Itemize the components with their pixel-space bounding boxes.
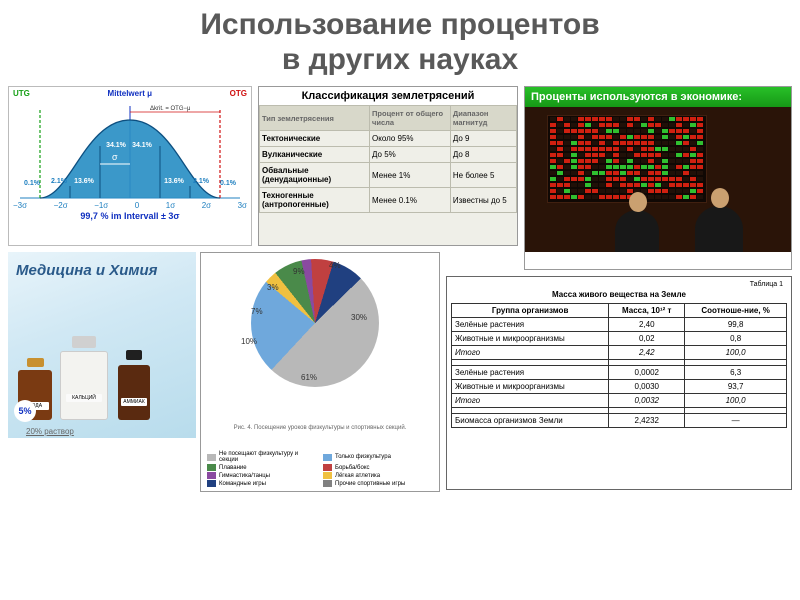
legend-text: Гимнастика/танцы bbox=[219, 473, 270, 479]
legend-swatch bbox=[207, 472, 216, 479]
nd-mittelwert: Mittelwert μ bbox=[108, 89, 152, 98]
title-line-1: Использование процентов bbox=[200, 8, 599, 41]
nd-header: UTG Mittelwert μ OTG bbox=[9, 87, 251, 100]
med-footer: 20% раствор bbox=[26, 427, 74, 436]
nd-pct-edge-r: 0.1% bbox=[219, 180, 237, 187]
pie-legend: Не посещают физкультуру и секции Только ф… bbox=[207, 451, 433, 487]
pie-chart bbox=[251, 259, 379, 387]
legend-swatch bbox=[207, 480, 216, 487]
med-title: Медицина и Химия bbox=[12, 256, 192, 279]
person-silhouette bbox=[695, 206, 743, 252]
legend-text: Прочие спортивные игры bbox=[335, 481, 405, 487]
nd-plot: σ Δkrit. = OTG−μ 34.1% 34.1% 13.6% 13.6%… bbox=[9, 100, 251, 210]
nd-pct-edge-l: 0.1% bbox=[23, 180, 41, 187]
eq-col-2: Диапазон магнитуд bbox=[450, 106, 516, 131]
legend-text: Командные игры bbox=[219, 481, 266, 487]
nd-pct-mid-r: 13.6% bbox=[163, 178, 185, 185]
mass-table-label: Таблица 1 bbox=[451, 281, 787, 288]
mass-table: Группа организмов Масса, 10¹² т Соотноше… bbox=[451, 303, 787, 428]
nd-utg: UTG bbox=[13, 89, 30, 98]
panel-economy: Проценты используются в экономике: bbox=[524, 86, 792, 270]
pie-label: 4% bbox=[329, 261, 341, 270]
svg-text:σ: σ bbox=[112, 152, 118, 162]
table-row: Итого0,0032100,0 bbox=[452, 394, 787, 408]
pie-label: 30% bbox=[351, 313, 367, 322]
table-row: ВулканическиеДо 5%До 8 bbox=[260, 147, 517, 163]
pie-label: 61% bbox=[301, 373, 317, 382]
panel-earthquake: Классификация землетрясений Тип землетря… bbox=[258, 86, 518, 246]
eq-title: Классификация землетрясений bbox=[259, 87, 517, 105]
panel-mass: Таблица 1 Масса живого вещества на Земле… bbox=[446, 276, 792, 490]
table-row: Животные и микроорганизмы0,020,8 bbox=[452, 332, 787, 346]
nd-pct-out-r: 2.1% bbox=[191, 178, 211, 185]
pie-label: 3% bbox=[267, 283, 279, 292]
nd-pct-out-l: 2.1% bbox=[49, 178, 69, 185]
table-row: Биомасса организмов Земли2,4232— bbox=[452, 414, 787, 428]
content-grid: UTG Mittelwert μ OTG σ bbox=[0, 86, 800, 600]
legend-text: Борьба/бокс bbox=[335, 465, 370, 471]
slide-title: Использование процентов в других науках bbox=[0, 0, 800, 81]
stock-board bbox=[547, 115, 707, 203]
legend-swatch bbox=[207, 454, 216, 461]
legend-text: Только физкультура bbox=[335, 454, 391, 460]
legend-item: Лёгкая атлетика bbox=[323, 472, 433, 479]
legend-swatch bbox=[323, 480, 332, 487]
legend-item: Борьба/бокс bbox=[323, 464, 433, 471]
nd-footer: 99,7 % im Intervall ± 3σ bbox=[9, 210, 251, 222]
title-line-2: в других науках bbox=[282, 43, 518, 76]
table-row: Животные и микроорганизмы0,003093,7 bbox=[452, 380, 787, 394]
pie-caption: Рис. 4. Посещение уроков физкультуры и с… bbox=[201, 425, 439, 431]
badge-5pct: 5% bbox=[14, 400, 36, 422]
nd-svg: σ Δkrit. = OTG−μ bbox=[9, 100, 251, 210]
legend-item: Прочие спортивные игры bbox=[323, 480, 433, 487]
panel-pie: 30% 61% 10% 7% 3% 9% 4% Рис. 4. Посещени… bbox=[200, 252, 440, 492]
panel-normal-distribution: UTG Mittelwert μ OTG σ bbox=[8, 86, 252, 246]
legend-swatch bbox=[323, 454, 332, 461]
mass-title: Масса живого вещества на Земле bbox=[451, 288, 787, 303]
panel-medicine: Медицина и Химия ЙОДА 5% КАЛЬЦИЙ АММИАК … bbox=[8, 252, 196, 438]
legend-swatch bbox=[207, 464, 216, 471]
nd-delta: Δkrit. = OTG−μ bbox=[150, 106, 191, 112]
eq-col-1: Процент от общего числа bbox=[370, 106, 451, 131]
table-row: Итого2,42100,0 bbox=[452, 346, 787, 360]
pie-label: 10% bbox=[241, 337, 257, 346]
table-row: Зелёные растения0,00026,3 bbox=[452, 366, 787, 380]
legend-swatch bbox=[323, 472, 332, 479]
eq-table: Тип землетрясения Процент от общего числ… bbox=[259, 105, 517, 213]
nd-sigma-axis: −3σ −2σ −1σ 0 1σ 2σ 3σ bbox=[9, 201, 251, 210]
legend-text: Не посещают физкультуру и секции bbox=[219, 451, 317, 463]
legend-item: Гимнастика/танцы bbox=[207, 472, 317, 479]
table-row: Группа организмов Масса, 10¹² т Соотноше… bbox=[452, 304, 787, 318]
pie-label: 7% bbox=[251, 307, 263, 316]
nd-otg: OTG bbox=[230, 89, 247, 98]
person-silhouette bbox=[615, 210, 659, 252]
legend-swatch bbox=[323, 464, 332, 471]
table-row: Тип землетрясения Процент от общего числ… bbox=[260, 106, 517, 131]
nd-pct-inner-r: 34.1% bbox=[131, 142, 153, 149]
legend-text: Лёгкая атлетика bbox=[335, 473, 380, 479]
eq-col-0: Тип землетрясения bbox=[260, 106, 370, 131]
legend-text: Плавание bbox=[219, 465, 247, 471]
legend-item: Командные игры bbox=[207, 480, 317, 487]
table-row: Техногенные (антропогенные)Менее 0.1%Изв… bbox=[260, 188, 517, 213]
nd-pct-inner-l: 34.1% bbox=[105, 142, 127, 149]
bottle-calcium: КАЛЬЦИЙ bbox=[60, 336, 108, 420]
person-head bbox=[629, 192, 647, 212]
nd-pct-mid-l: 13.6% bbox=[73, 178, 95, 185]
person-head bbox=[711, 188, 729, 208]
econ-image bbox=[525, 107, 791, 252]
table-row: ТектоническиеОколо 95%До 9 bbox=[260, 131, 517, 147]
table-row: Обвальные (денудационные)Менее 1%Не боле… bbox=[260, 163, 517, 188]
legend-item: Только физкультура bbox=[323, 451, 433, 463]
econ-header: Проценты используются в экономике: bbox=[525, 87, 791, 107]
legend-item: Плавание bbox=[207, 464, 317, 471]
bottle-ammonia: АММИАК bbox=[118, 350, 150, 420]
pie-label: 9% bbox=[293, 267, 305, 276]
legend-item: Не посещают физкультуру и секции bbox=[207, 451, 317, 463]
table-row: Зелёные растения2,4099,8 bbox=[452, 318, 787, 332]
